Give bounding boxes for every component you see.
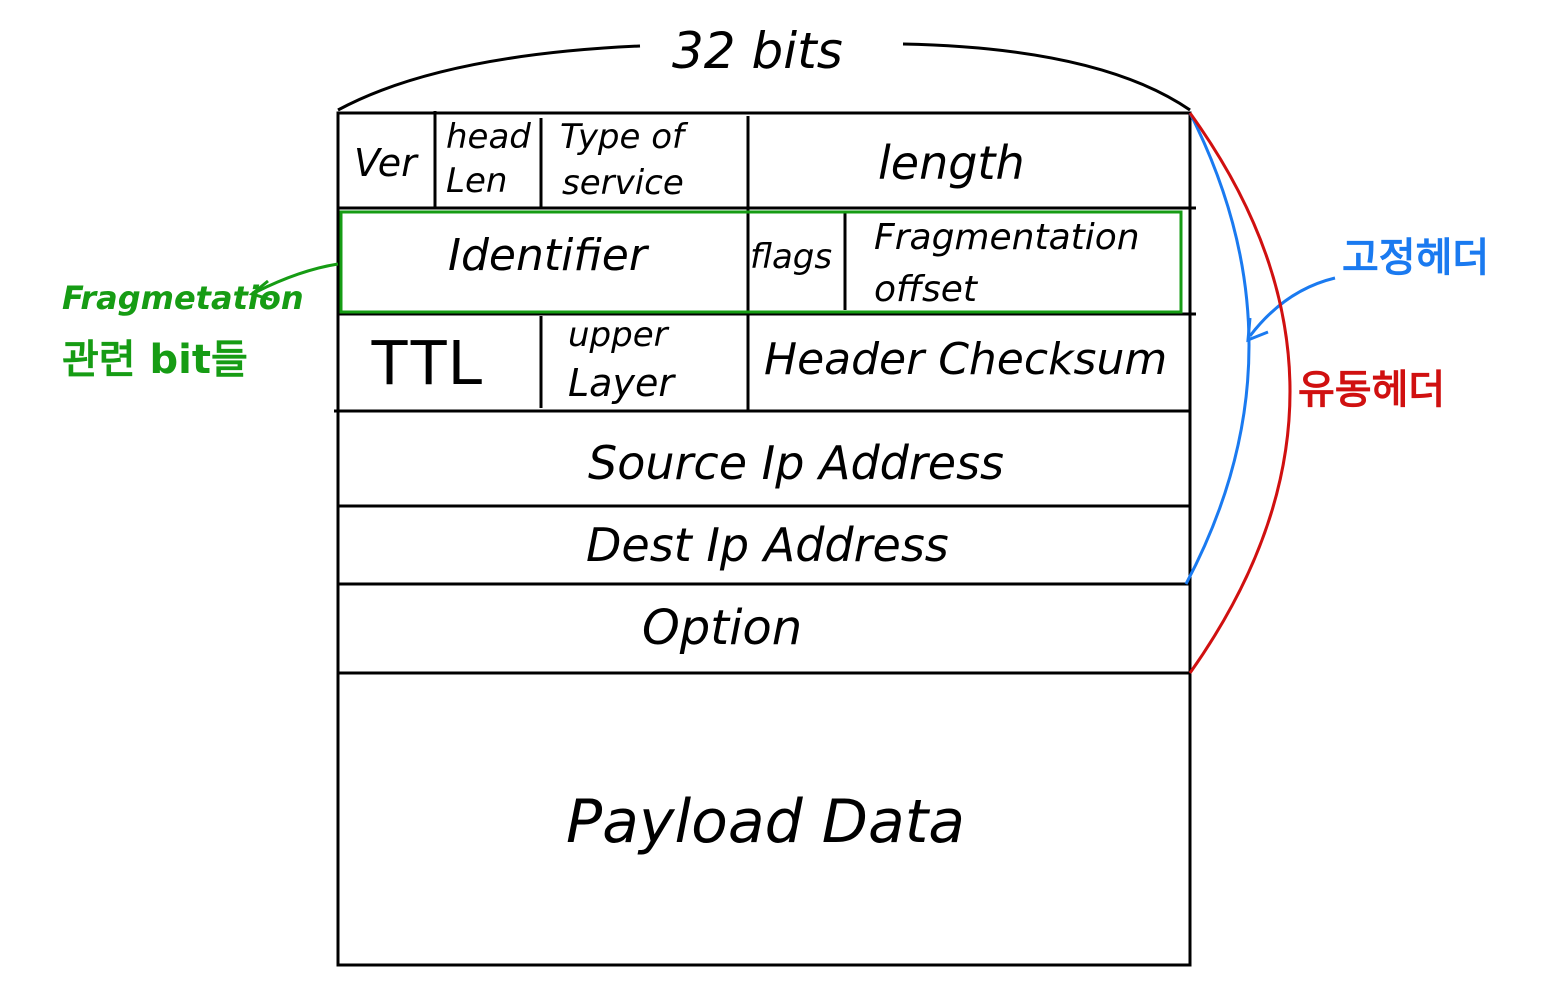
field-payload: Payload Data: [566, 787, 966, 857]
field-upper-layer-line1: upper: [568, 315, 668, 355]
fixed-header-arrow: [1248, 276, 1336, 337]
field-ttl: TTL: [370, 326, 484, 398]
fragmentation-highlight: [339, 210, 1183, 314]
packet-outline: [336, 111, 1192, 967]
annotation-variable-header: 유동헤더: [1298, 367, 1446, 413]
field-tos-line2: service: [562, 163, 684, 203]
width-arc-right: [902, 42, 1191, 112]
field-ver: Ver: [354, 141, 417, 185]
fixed-header-curve: [1184, 112, 1251, 585]
fragmentation-arrowhead: [248, 279, 273, 302]
diagram-title: 32 bits: [672, 22, 843, 80]
annotation-fragmentation-line2: 관련 bit들: [62, 337, 248, 383]
field-option: Option: [642, 600, 803, 656]
annotation-fixed-header: 고정헤더: [1342, 235, 1490, 281]
field-identifier: Identifier: [448, 230, 647, 281]
field-frag-offset-line2: offset: [874, 269, 978, 310]
field-dest-ip: Dest Ip Address: [586, 518, 949, 572]
field-frag-offset-line1: Fragmentation: [874, 217, 1140, 258]
field-upper-layer-line2: Layer: [568, 361, 674, 405]
field-head-len-line1: head: [446, 117, 531, 157]
variable-header-curve: [1188, 112, 1292, 674]
field-source-ip: Source Ip Address: [588, 436, 1005, 490]
field-length: length: [878, 136, 1025, 190]
fragmentation-arrow: [255, 262, 339, 294]
field-head-len-line2: Len: [446, 161, 508, 201]
field-tos-line1: Type of: [560, 117, 685, 157]
width-arc-left: [337, 44, 641, 112]
field-header-checksum: Header Checksum: [764, 334, 1168, 385]
field-flags: flags: [750, 237, 833, 277]
annotation-fragmentation-line1: Fragmetation: [62, 279, 304, 317]
fixed-header-arrowhead: [1246, 317, 1269, 343]
